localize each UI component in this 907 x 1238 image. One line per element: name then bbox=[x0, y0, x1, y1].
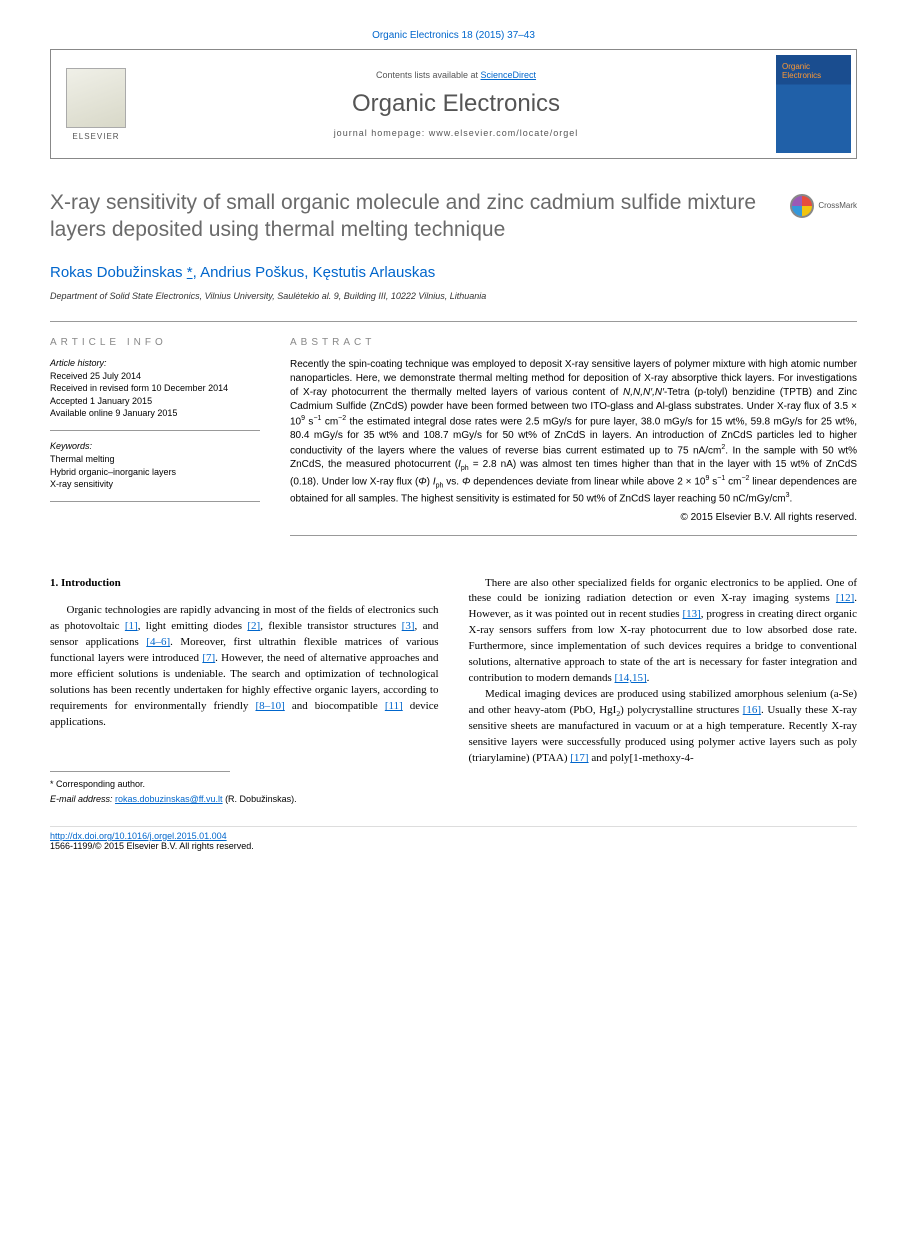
cover-title: Organic Electronics bbox=[782, 63, 851, 81]
body-paragraph: Medical imaging devices are produced usi… bbox=[469, 687, 858, 767]
abstract-copyright: © 2015 Elsevier B.V. All rights reserved… bbox=[290, 511, 857, 525]
history-item: Received 25 July 2014 bbox=[50, 370, 260, 383]
abstract-text: Recently the spin-coating technique was … bbox=[290, 358, 857, 536]
history-item: Accepted 1 January 2015 bbox=[50, 395, 260, 408]
info-abstract-row: ARTICLE INFO Article history: Received 2… bbox=[50, 321, 857, 536]
doi-link[interactable]: http://dx.doi.org/10.1016/j.orgel.2015.0… bbox=[50, 831, 227, 841]
article-info-heading: ARTICLE INFO bbox=[50, 337, 260, 348]
journal-header-box: ELSEVIER Contents lists available at Sci… bbox=[50, 49, 857, 159]
ref-link[interactable]: [16] bbox=[743, 704, 761, 716]
issn-copyright: 1566-1199/© 2015 Elsevier B.V. All right… bbox=[50, 841, 254, 851]
corresponding-asterisk[interactable]: * bbox=[187, 264, 193, 281]
ref-link[interactable]: [7] bbox=[202, 652, 215, 664]
history-label: Article history: bbox=[50, 358, 260, 368]
email-label: E-mail address: bbox=[50, 794, 115, 804]
journal-cover-thumbnail: Organic Electronics bbox=[776, 55, 851, 153]
article-title-text: X-ray sensitivity of small organic molec… bbox=[50, 191, 756, 241]
elsevier-tree-icon bbox=[66, 68, 126, 128]
article-history-section: Article history: Received 25 July 2014 R… bbox=[50, 358, 260, 431]
body-column-left: 1. Introduction Organic technologies are… bbox=[50, 576, 439, 807]
body-paragraph: There are also other specialized fields … bbox=[469, 576, 858, 688]
history-item: Available online 9 January 2015 bbox=[50, 407, 260, 420]
crossmark-label: CrossMark bbox=[818, 201, 857, 211]
contents-available: Contents lists available at ScienceDirec… bbox=[376, 70, 536, 80]
authors: Rokas Dobužinskas *, Andrius Poškus, Kęs… bbox=[50, 264, 857, 281]
journal-name: Organic Electronics bbox=[352, 90, 560, 118]
ref-link[interactable]: [2] bbox=[247, 620, 260, 632]
ref-link[interactable]: [8–10] bbox=[255, 700, 284, 712]
crossmark-badge[interactable]: CrossMark bbox=[790, 194, 857, 218]
history-item: Received in revised form 10 December 201… bbox=[50, 382, 260, 395]
ref-link[interactable]: [1] bbox=[125, 620, 138, 632]
email-suffix: (R. Dobužinskas). bbox=[223, 794, 297, 804]
keyword: X-ray sensitivity bbox=[50, 478, 260, 491]
ref-link[interactable]: [17] bbox=[570, 752, 588, 764]
keywords-section: Keywords: Thermal melting Hybrid organic… bbox=[50, 441, 260, 502]
article-title: X-ray sensitivity of small organic molec… bbox=[50, 189, 857, 244]
ref-link[interactable]: [4–6] bbox=[146, 636, 170, 648]
body-paragraph: Organic technologies are rapidly advanci… bbox=[50, 603, 439, 731]
journal-citation: Organic Electronics 18 (2015) 37–43 bbox=[50, 30, 857, 41]
ref-link[interactable]: [11] bbox=[385, 700, 403, 712]
ref-link[interactable]: [12] bbox=[836, 592, 854, 604]
doi-footer: http://dx.doi.org/10.1016/j.orgel.2015.0… bbox=[50, 826, 857, 851]
body-columns: 1. Introduction Organic technologies are… bbox=[50, 576, 857, 807]
publisher-name: ELSEVIER bbox=[72, 132, 119, 141]
sciencedirect-link[interactable]: ScienceDirect bbox=[481, 70, 537, 80]
section-heading-intro: 1. Introduction bbox=[50, 576, 439, 592]
crossmark-icon bbox=[790, 194, 814, 218]
corresponding-author-note: * Corresponding author. bbox=[50, 778, 439, 791]
ref-link[interactable]: [3] bbox=[402, 620, 415, 632]
ref-link[interactable]: [13] bbox=[682, 608, 700, 620]
affiliation: Department of Solid State Electronics, V… bbox=[50, 291, 857, 301]
contents-prefix: Contents lists available at bbox=[376, 70, 481, 80]
journal-homepage: journal homepage: www.elsevier.com/locat… bbox=[334, 128, 579, 138]
journal-center: Contents lists available at ScienceDirec… bbox=[141, 50, 771, 158]
keyword: Hybrid organic–inorganic layers bbox=[50, 466, 260, 479]
publisher-logo: ELSEVIER bbox=[51, 50, 141, 158]
abstract-column: ABSTRACT Recently the spin-coating techn… bbox=[290, 337, 857, 536]
keyword: Thermal melting bbox=[50, 453, 260, 466]
footnote-separator bbox=[50, 771, 230, 772]
abstract-heading: ABSTRACT bbox=[290, 337, 857, 348]
email-line: E-mail address: rokas.dobuzinskas@ff.vu.… bbox=[50, 793, 439, 806]
keywords-label: Keywords: bbox=[50, 441, 260, 451]
author-email-link[interactable]: rokas.dobuzinskas@ff.vu.lt bbox=[115, 794, 223, 804]
article-info-column: ARTICLE INFO Article history: Received 2… bbox=[50, 337, 260, 536]
ref-link[interactable]: [14,15] bbox=[615, 672, 647, 684]
body-column-right: There are also other specialized fields … bbox=[469, 576, 858, 807]
